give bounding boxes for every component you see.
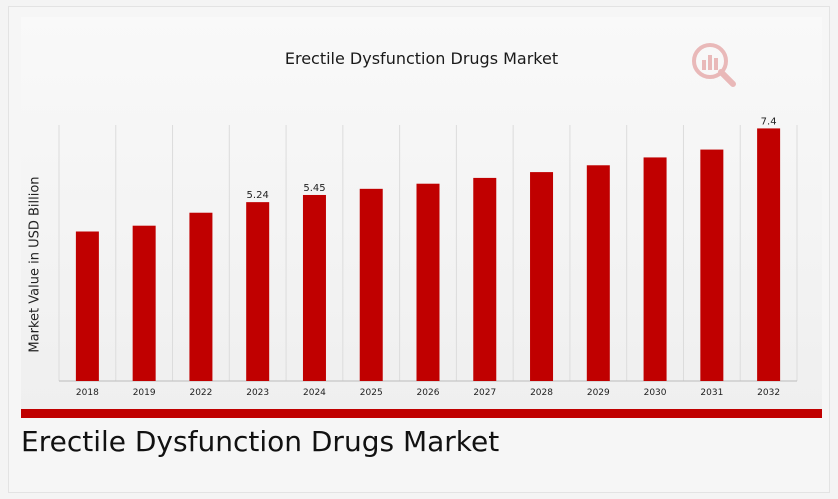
x-tick-label: 2031	[700, 388, 723, 398]
x-tick-label: 2024	[303, 388, 326, 398]
bar-2029	[586, 165, 610, 381]
x-tick-label: 2027	[473, 388, 496, 398]
magnifier-chart-logo-icon	[692, 43, 736, 87]
x-tick-label: 2029	[587, 388, 610, 398]
bar-2024	[302, 194, 326, 381]
caption-text: Erectile Dysfunction Drugs Market	[21, 425, 500, 458]
x-tick-label: 2019	[133, 388, 156, 398]
chart-title: Erectile Dysfunction Drugs Market	[284, 49, 559, 68]
x-tick-label: 2026	[417, 388, 440, 398]
bar-2022	[189, 212, 213, 381]
red-divider-band	[21, 409, 822, 418]
bar-2031	[700, 149, 724, 381]
bar-2023	[246, 202, 270, 381]
x-tick-label: 2030	[644, 388, 667, 398]
bar-2030	[643, 157, 667, 381]
bar-2027	[473, 177, 497, 381]
x-tick-label: 2022	[189, 388, 212, 398]
data-label: 5.45	[303, 183, 325, 194]
bar-2018	[75, 231, 99, 381]
x-tick-label: 2023	[246, 388, 269, 398]
bar-2026	[416, 183, 440, 381]
data-label: 7.4	[761, 116, 777, 127]
chart-panel: Erectile Dysfunction Drugs Market Market…	[21, 17, 822, 409]
x-tick-label: 2018	[76, 388, 99, 398]
bar-2025	[359, 188, 383, 381]
data-label: 5.24	[247, 190, 269, 201]
bar-2019	[132, 225, 156, 381]
bar-2032	[757, 128, 781, 381]
bar-plot: 2018 2019 2022 2023 5.24 2024 5.45 2025 2026 2027…	[58, 116, 798, 398]
x-tick-label: 2028	[530, 388, 553, 398]
bar-2028	[530, 172, 554, 381]
x-tick-label: 2032	[757, 388, 780, 398]
x-tick-label: 2025	[360, 388, 383, 398]
